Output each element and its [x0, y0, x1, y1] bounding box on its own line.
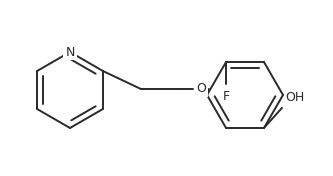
Text: F: F [222, 90, 229, 103]
Text: O: O [196, 83, 206, 96]
Text: OH: OH [285, 91, 304, 104]
Text: N: N [65, 46, 75, 58]
